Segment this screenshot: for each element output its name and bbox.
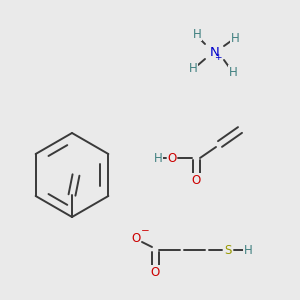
Text: O: O — [191, 173, 201, 187]
Text: O: O — [150, 266, 160, 278]
Text: N: N — [210, 46, 220, 59]
Text: H: H — [154, 152, 162, 164]
Text: H: H — [244, 244, 252, 256]
Text: H: H — [231, 32, 239, 44]
Text: H: H — [189, 62, 197, 76]
Text: H: H — [193, 28, 201, 40]
Text: H: H — [229, 65, 237, 79]
Text: O: O — [167, 152, 177, 164]
Text: −: − — [141, 226, 149, 236]
Text: +: + — [214, 53, 222, 62]
Text: O: O — [131, 232, 141, 244]
Text: S: S — [224, 244, 232, 256]
